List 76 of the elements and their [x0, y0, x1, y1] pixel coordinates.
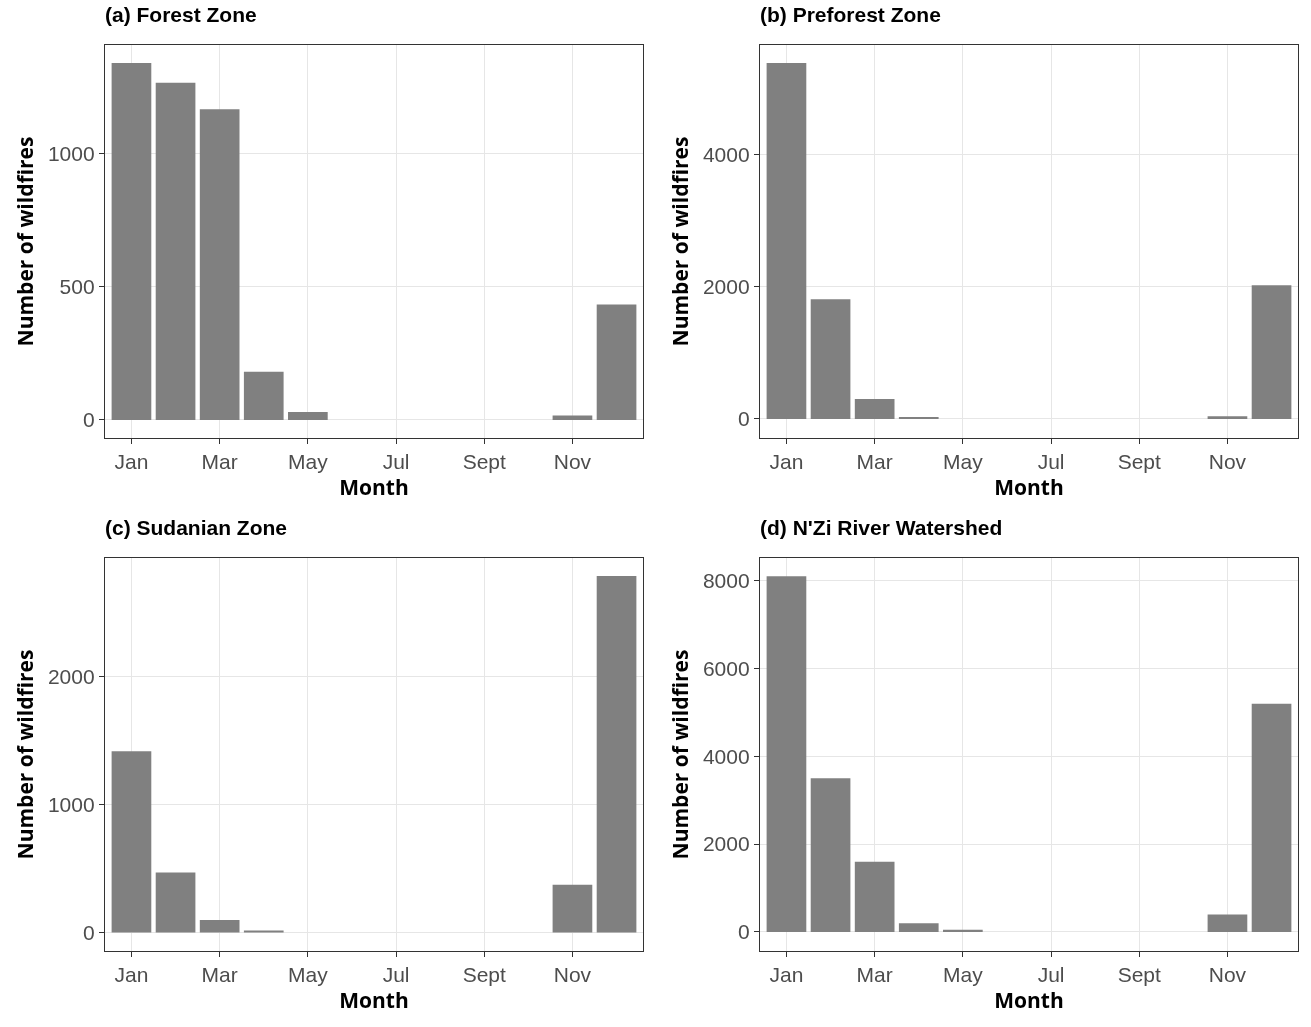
x-axis-title: Month [994, 986, 1064, 1015]
bar [199, 920, 240, 933]
bar [943, 929, 983, 932]
bar [898, 923, 939, 932]
bar [766, 576, 807, 932]
y-tick-label: 0 [82, 408, 95, 432]
bar [155, 872, 196, 933]
x-tick-label: May [943, 450, 984, 474]
x-tick-label: Nov [1208, 963, 1247, 987]
x-tick-label: Mar [201, 450, 238, 474]
y-tick-label: 2000 [702, 275, 750, 299]
y-tick-label: 0 [737, 920, 750, 944]
x-tick-label: May [943, 963, 984, 987]
bar [288, 411, 328, 420]
bar [766, 63, 807, 419]
x-tick-label: May [288, 450, 329, 474]
bar [596, 304, 637, 420]
chart-title: (b) Preforest Zone [760, 3, 941, 27]
bar [243, 930, 284, 933]
x-tick-label: Jan [114, 963, 149, 987]
y-axis-title: Number of wildfires [666, 136, 695, 347]
x-tick-label: Mar [856, 450, 893, 474]
bar [1251, 285, 1292, 419]
x-tick-label: Jul [382, 450, 410, 474]
x-tick-label: Jan [769, 450, 804, 474]
x-axis-title: Month [994, 473, 1064, 502]
x-tick-label: Jul [1037, 450, 1065, 474]
bar [1251, 703, 1292, 932]
y-tick-label: 1000 [47, 142, 95, 166]
y-tick-label: 0 [82, 920, 95, 944]
bar [111, 751, 152, 933]
bar [111, 63, 152, 420]
x-axis-title: Month [339, 473, 409, 502]
y-tick-label: 8000 [702, 569, 750, 593]
bar [552, 415, 593, 420]
y-axis-title: Number of wildfires [666, 649, 695, 860]
x-axis-title: Month [339, 986, 409, 1015]
x-tick-label: May [288, 963, 329, 987]
bar [898, 416, 939, 419]
x-tick-label: Nov [553, 450, 592, 474]
bar [552, 884, 593, 933]
x-tick-label: Mar [201, 963, 238, 987]
x-tick-label: Sept [462, 450, 507, 474]
x-tick-label: Mar [856, 963, 893, 987]
y-tick-label: 2000 [702, 832, 750, 856]
y-tick-label: 4000 [702, 142, 750, 166]
bar [854, 399, 895, 419]
y-tick-label: 0 [737, 407, 750, 431]
bar [854, 861, 895, 932]
x-tick-label: Nov [553, 963, 592, 987]
y-axis-title: Number of wildfires [11, 649, 40, 860]
x-tick-label: Jan [114, 450, 149, 474]
bar [1207, 416, 1248, 419]
chart-title: (a) Forest Zone [105, 3, 257, 27]
y-tick-label: 2000 [47, 665, 95, 689]
x-tick-label: Jul [1037, 963, 1065, 987]
bar [810, 299, 851, 419]
x-tick-label: Nov [1208, 450, 1247, 474]
chart-title: (c) Sudanian Zone [105, 516, 288, 540]
y-tick-label: 4000 [702, 744, 750, 768]
bar [155, 82, 196, 420]
bar [199, 109, 240, 420]
bar [243, 371, 284, 420]
y-tick-label: 1000 [47, 793, 95, 817]
x-tick-label: Jul [382, 963, 410, 987]
chart-title: (d) N'Zi River Watershed [760, 516, 1003, 540]
x-tick-label: Sept [1117, 963, 1162, 987]
y-tick-label: 6000 [702, 656, 750, 680]
x-tick-label: Jan [769, 963, 804, 987]
x-tick-label: Sept [462, 963, 507, 987]
bar [1207, 914, 1248, 932]
y-tick-label: 500 [59, 275, 95, 299]
x-tick-label: Sept [1117, 450, 1162, 474]
bar [810, 778, 851, 932]
y-axis-title: Number of wildfires [11, 136, 40, 347]
bar [596, 575, 637, 933]
